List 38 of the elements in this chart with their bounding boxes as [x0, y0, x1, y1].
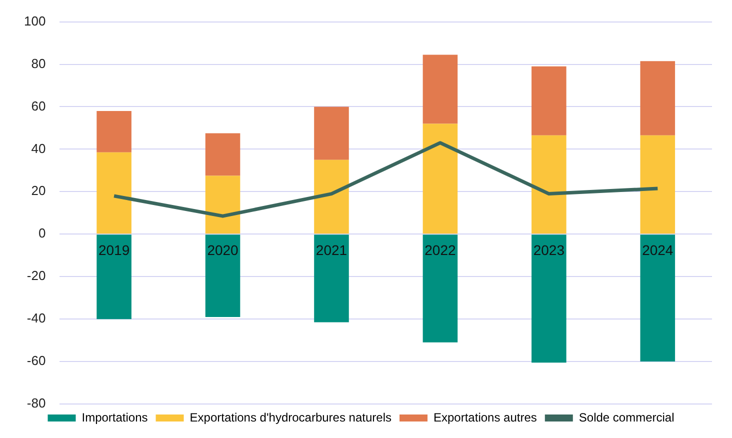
bar	[640, 135, 676, 234]
bar	[314, 106, 349, 160]
y-tick-label: 0	[38, 226, 46, 241]
bar	[96, 110, 132, 152]
legend-label: Exportations d'hydrocarbures naturels	[190, 410, 392, 424]
y-tick-label: -40	[26, 310, 46, 326]
y-tick-label: 80	[31, 56, 46, 71]
y-tick-label: 100	[24, 13, 46, 28]
bar	[314, 160, 349, 234]
bar	[532, 66, 566, 136]
bar	[422, 124, 458, 234]
bar	[532, 234, 566, 363]
bar	[422, 54, 458, 124]
bar	[422, 234, 458, 342]
x-tick-label: 2024	[642, 242, 674, 258]
legend-label: Exportations autres	[434, 410, 537, 424]
bar	[205, 234, 240, 317]
y-tick-label: -60	[26, 353, 46, 368]
bar	[96, 152, 132, 234]
x-tick-label: 2022	[424, 242, 456, 258]
bar	[640, 234, 676, 362]
x-tick-label: 2019	[98, 242, 130, 258]
bar	[205, 133, 240, 176]
y-tick-label: 40	[31, 140, 46, 156]
bar	[205, 176, 240, 234]
legend-label: Importations	[82, 410, 148, 424]
bar	[96, 234, 132, 320]
x-tick-label: 2020	[207, 242, 239, 258]
x-tick-label: 2023	[533, 242, 565, 258]
bar	[640, 61, 676, 136]
bar	[314, 234, 349, 322]
y-tick-label: 60	[31, 98, 46, 114]
x-tick-label: 2021	[316, 242, 348, 258]
legend-label: Solde commercial	[578, 410, 674, 424]
y-tick-label: -80	[26, 396, 46, 411]
y-tick-label: -20	[26, 268, 46, 284]
y-tick-label: 20	[31, 183, 46, 198]
bar	[532, 135, 566, 234]
